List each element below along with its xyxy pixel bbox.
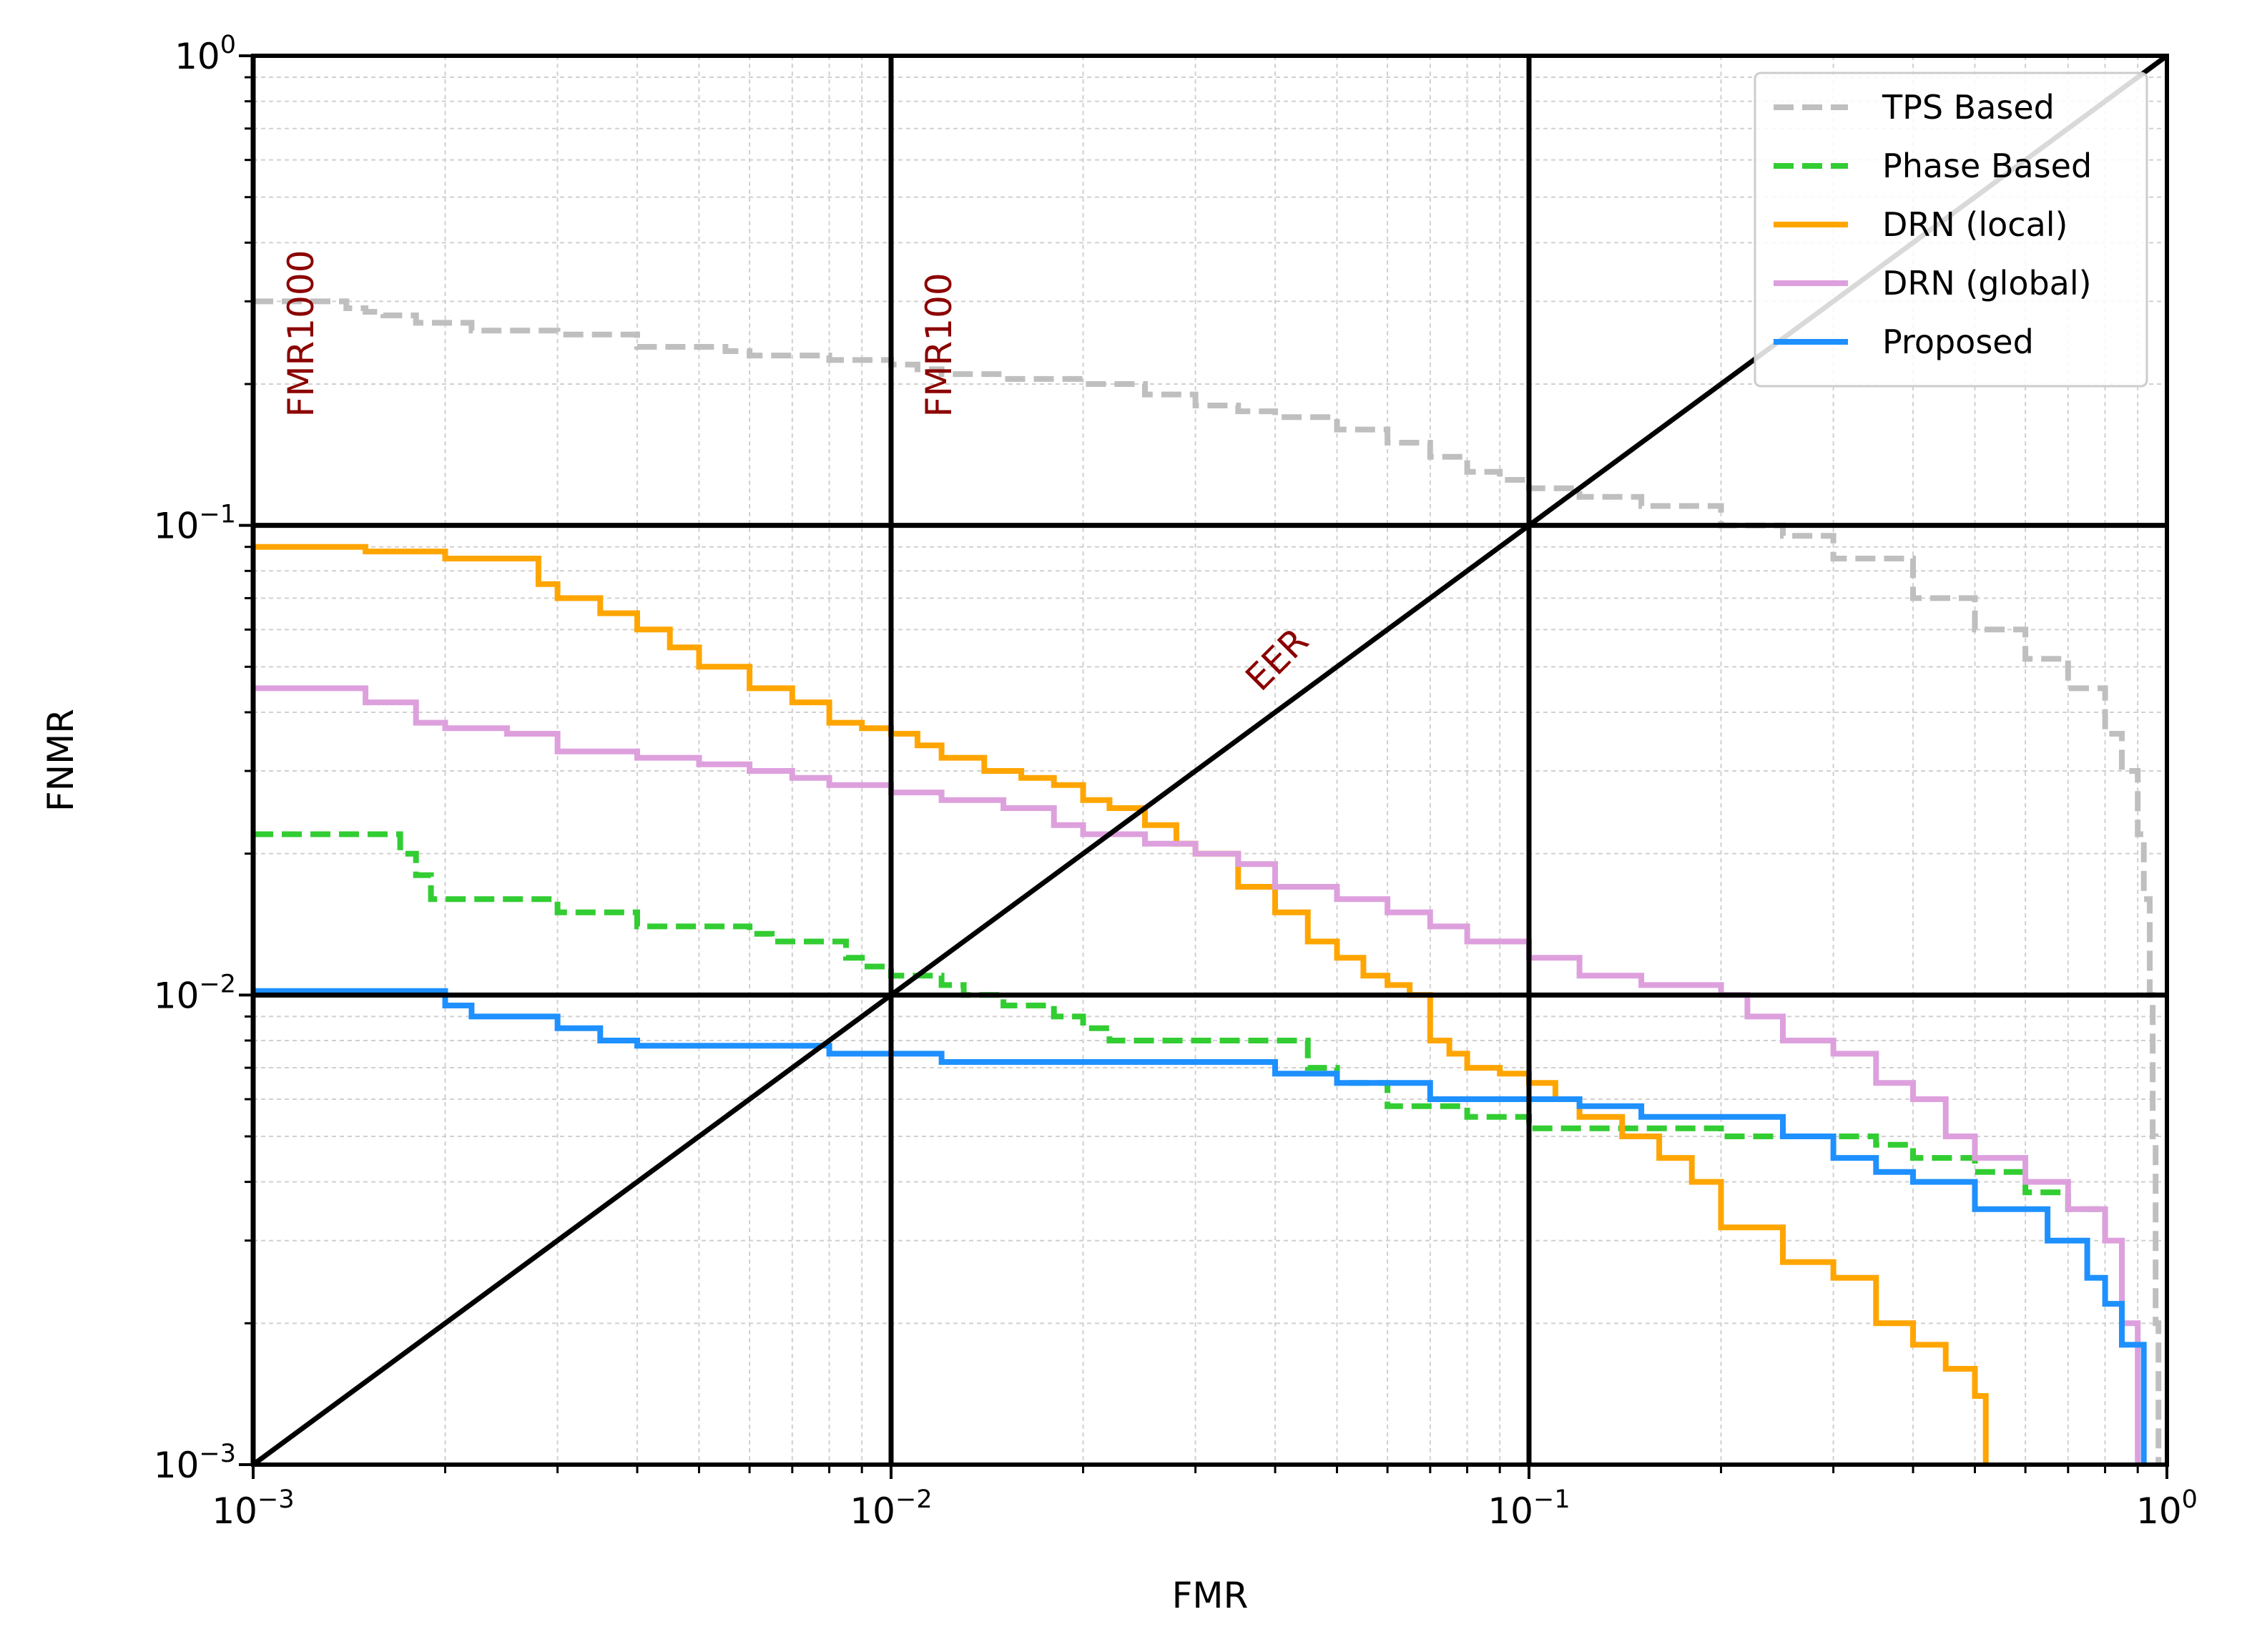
- x-tick-label: 100: [2136, 1485, 2198, 1532]
- series-line-4: [253, 685, 2141, 1465]
- y-axis-title: FNMR: [40, 709, 82, 812]
- annotation-fmr100: FMR100: [918, 272, 960, 417]
- legend-label: DRN (global): [1882, 264, 2092, 303]
- legend-label: TPS Based: [1882, 88, 2055, 127]
- x-tick-label: 10−1: [1488, 1485, 1570, 1532]
- series-line-5: [253, 988, 2147, 1465]
- major-ticks: [239, 54, 2168, 1479]
- x-axis-title: FMR: [1172, 1575, 1249, 1616]
- legend-box: [1754, 72, 2148, 388]
- y-tick-label: 10−3: [154, 1440, 236, 1486]
- y-tick-label: 10−2: [154, 970, 236, 1016]
- series-line-2: [253, 831, 2108, 1241]
- series-line-1: [253, 298, 2162, 1465]
- y-tick-label: 10−1: [154, 501, 236, 547]
- legend-label: Phase Based: [1882, 147, 2092, 185]
- series-layer: [253, 298, 2162, 1465]
- legend-label: DRN (local): [1882, 205, 2068, 244]
- annotation-fmr1000: FMR1000: [280, 250, 322, 417]
- x-tick-label: 10−3: [212, 1485, 294, 1532]
- legend-label: Proposed: [1882, 323, 2034, 361]
- plot-frame: [251, 54, 2169, 1467]
- x-tick-label: 10−2: [850, 1485, 932, 1532]
- legend: TPS Based Phase Based DRN (local) DRN (glob…: [1754, 72, 2148, 388]
- minor-ticks: [245, 76, 2139, 1473]
- y-tick-label: 100: [174, 31, 236, 77]
- tick-labels: 10−3 10−2 10−1 100 10−3 10−2 10−1 100: [154, 31, 2198, 1532]
- series-line-3: [253, 544, 1989, 1465]
